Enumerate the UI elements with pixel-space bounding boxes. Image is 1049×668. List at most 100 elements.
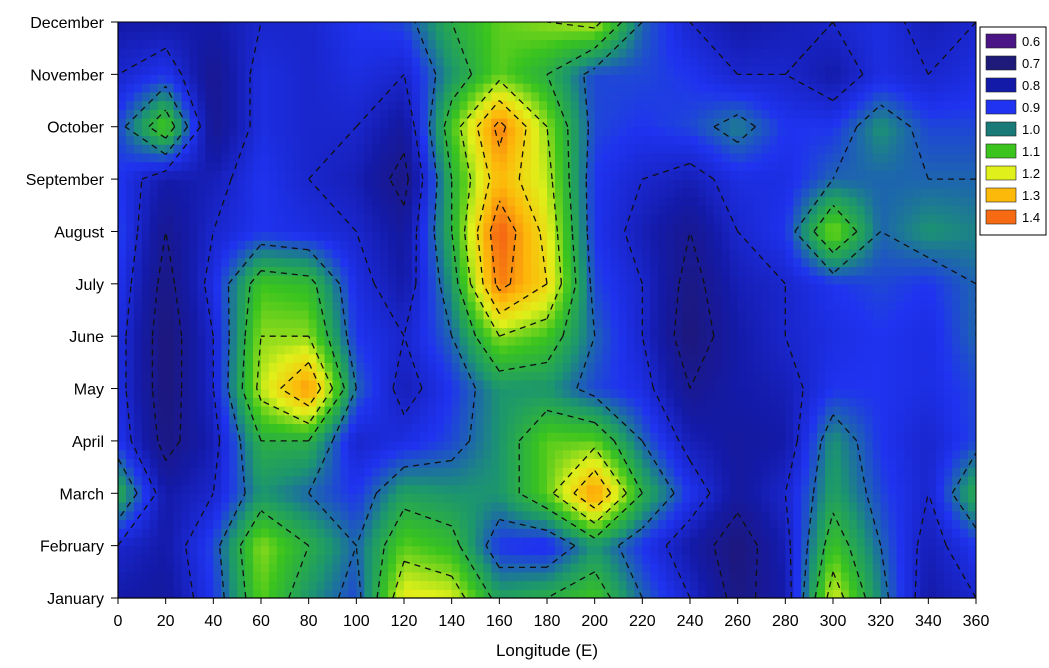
heat-cell [562,580,572,590]
heat-cell [348,458,357,468]
heat-cell [936,554,945,564]
heat-cell [348,196,357,206]
heat-cell [388,231,397,241]
heat-cell [602,545,612,555]
heat-cell [920,502,929,512]
heat-cell [690,222,699,233]
heat-cell [427,362,437,372]
heat-cell [229,475,238,486]
heat-cell [618,467,628,477]
heat-cell [165,406,175,416]
heat-cell [253,589,262,598]
heat-cell [840,327,850,337]
heat-cell [205,449,214,459]
heat-cell [475,528,485,538]
heat-cell [253,283,262,294]
heat-cell [848,519,858,529]
heat-cell [515,222,524,233]
heat-cell [300,379,310,390]
heat-cell [364,266,373,276]
heat-cell [753,371,763,381]
heat-cell [523,510,532,521]
heat-cell [761,484,771,494]
heat-cell [896,502,906,512]
heat-cell [578,336,588,346]
heat-cell [745,397,755,407]
heat-cell [848,397,858,407]
heat-cell [157,353,167,363]
heat-cell [872,231,882,241]
heat-cell [253,205,262,215]
heat-cell [388,397,397,407]
heat-cell [848,318,858,329]
heat-cell [761,257,771,267]
heat-cell [904,214,914,224]
heat-cell [419,563,429,573]
heat-cell [896,196,906,206]
heat-cell [777,344,786,355]
heat-cell [618,406,628,416]
heat-cell [737,536,747,547]
heat-cell [181,510,191,521]
heat-cell [531,266,540,276]
heat-cell [300,205,310,215]
heat-cell [705,292,715,302]
heat-cell [960,528,969,538]
heat-cell [554,205,564,215]
heat-cell [205,248,214,259]
heat-cell [118,502,127,512]
heat-cell [443,388,453,398]
heat-cell [610,318,620,329]
heat-cell [936,458,945,468]
heat-cell [817,458,826,468]
heat-cell [515,510,524,521]
heat-cell [229,275,238,285]
heat-cell [896,545,906,555]
heat-cell [443,536,453,547]
heat-cell [443,310,453,320]
heat-cell [173,502,183,512]
heat-cell [419,554,429,564]
heat-cell [205,371,214,381]
heat-cell [133,406,143,416]
heat-cell [292,589,302,598]
heat-cell [388,414,397,425]
heat-cell [872,519,882,529]
heat-cell [920,231,929,241]
heat-cell [682,484,691,494]
heat-cell [308,222,318,233]
heat-cell [626,589,635,598]
heat-cell [253,266,262,276]
heat-cell [205,301,214,311]
heat-cell [578,222,588,233]
heat-cell [276,467,286,477]
heat-cell [245,266,254,276]
heat-cell [411,414,421,425]
heat-cell [443,475,453,486]
heat-cell [618,275,628,285]
heat-cell [872,458,882,468]
heat-cell [459,362,469,372]
heat-cell [411,344,421,355]
heat-cell [340,580,349,590]
heat-cell [316,545,326,555]
heat-cell [960,205,969,215]
heat-cell [491,475,500,486]
heat-cell [920,318,929,329]
heat-cell [396,563,405,573]
heat-cell [245,502,254,512]
heat-cell [268,257,278,267]
heat-cell [626,536,635,547]
heat-cell [904,196,914,206]
heat-cell [404,327,413,337]
heat-cell [554,423,564,433]
heat-cell [118,423,127,433]
heat-cell [125,545,135,555]
heat-cell [253,257,262,267]
heat-cell [856,240,866,250]
heat-cell [364,231,373,241]
heat-cell [761,589,771,598]
heat-cell [332,528,342,538]
heat-cell [348,423,357,433]
heat-cell [658,406,667,416]
